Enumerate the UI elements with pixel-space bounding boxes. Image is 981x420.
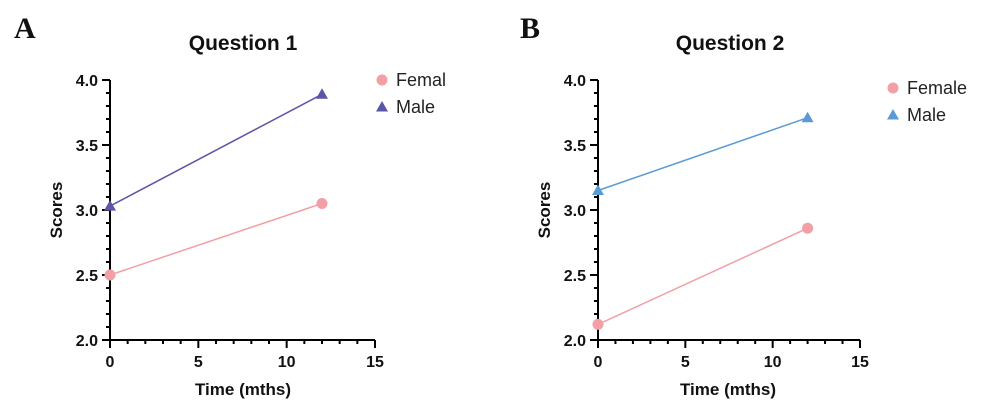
y-tick-label: 4.0: [564, 73, 586, 90]
x-tick-label: 10: [764, 354, 782, 371]
legend-label: Female: [907, 78, 967, 98]
x-tick-label: 10: [278, 354, 296, 371]
y-axis-label: Scores: [47, 182, 66, 239]
chart-title: Question 1: [189, 32, 298, 55]
y-tick-label: 3.5: [564, 138, 586, 155]
x-axis-label: Time (mths): [680, 380, 776, 399]
x-tick-label: 0: [594, 354, 603, 371]
panel-letter: B: [520, 12, 540, 45]
legend-circle-icon: [887, 82, 899, 94]
x-tick-label: 5: [681, 354, 690, 371]
data-point-circle: [104, 269, 116, 281]
data-point-circle: [316, 198, 328, 209]
series-line: [109, 202, 323, 276]
data-point-triangle: [592, 184, 604, 195]
x-tick-label: 5: [194, 354, 203, 371]
data-point-circle: [592, 318, 604, 330]
panel-letter: A: [14, 12, 36, 45]
data-point-triangle: [801, 111, 814, 123]
legend-label: Male: [907, 105, 946, 125]
legend-label: Male: [396, 97, 435, 117]
series-line: [597, 116, 808, 192]
legend-triangle-icon: [376, 101, 388, 112]
legend-triangle-icon: [887, 109, 899, 120]
y-axis-label: Scores: [535, 182, 554, 239]
y-tick-label: 2.0: [564, 333, 586, 350]
data-point-triangle: [104, 200, 116, 211]
data-point-circle: [802, 222, 814, 234]
y-tick-label: 3.0: [564, 203, 586, 220]
y-tick-label: 2.0: [76, 333, 98, 350]
y-tick-label: 2.5: [564, 268, 586, 285]
y-tick-label: 4.0: [76, 73, 98, 90]
series-line: [109, 93, 323, 207]
chart-panel-a: A Question 1 2.0 2.5 3.0 3.5 4.0 0 5 10 15 Time (mt…: [14, 12, 446, 399]
y-tick-label: 3.5: [76, 138, 98, 155]
y-tick-label: 3.0: [76, 203, 98, 220]
series-line: [597, 227, 808, 326]
x-axis-label: Time (mths): [195, 380, 291, 399]
chart-panel-b: B Question 2 2.0 2.5 3.0 3.5 4.0 0 5 10 15 Time (mt…: [520, 12, 967, 399]
legend-circle-icon: [376, 74, 388, 86]
x-tick-label: 15: [851, 354, 869, 371]
y-tick-label: 2.5: [76, 268, 98, 285]
x-tick-label: 15: [366, 354, 384, 371]
chart-title: Question 2: [676, 32, 785, 55]
x-tick-label: 0: [106, 354, 115, 371]
legend-label: Femal: [396, 70, 446, 90]
data-point-triangle: [316, 88, 328, 99]
